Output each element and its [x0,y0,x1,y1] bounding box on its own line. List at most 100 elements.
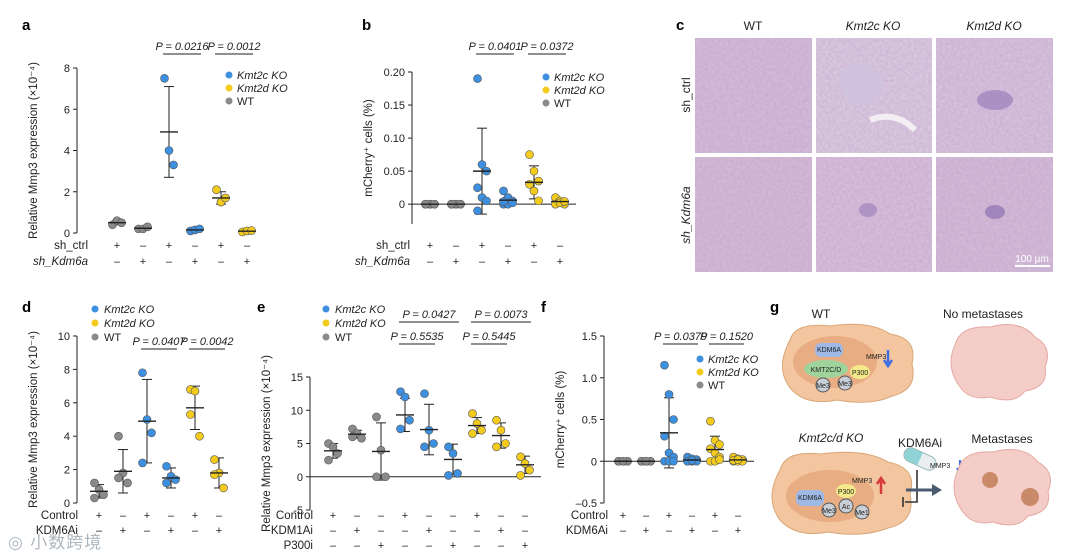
condition-symbol: – [505,240,512,252]
p300-protein [836,484,856,498]
legend-dot-kmt2c [91,305,99,313]
arrow-right-icon [932,484,942,496]
schematic-title-ko: Kmt2c/d KO [799,431,864,445]
y-tick-label: 0 [64,228,70,240]
legend-label-wt: WT [104,332,121,344]
protein-label: KDM6A [798,495,822,502]
condition-symbol: – [144,525,151,537]
condition-symbol: + [192,256,198,268]
panel-label-b: b [362,17,371,34]
condition-symbol: – [402,540,409,552]
metastasis-icon [982,472,998,488]
data-point [195,224,204,234]
y-axis-label: Relative Mmp3 expression (×10⁻⁴) [261,355,273,532]
watermark: ◎ 小数跨境 [8,533,103,553]
chart-e: -5 0 5 10 15 Relative Mmp3 expression (×10⁻⁴)… [261,309,541,552]
data-point [664,390,674,399]
data-point [529,166,539,176]
data-point [468,429,477,438]
condition-symbol: – [330,540,337,552]
condition-symbol: + [666,510,672,522]
legend-dot-kmt2c [225,71,233,79]
condition-symbol: + [426,525,432,537]
condition-symbol: + [450,540,456,552]
condition-symbol: + [427,240,433,252]
data-point [162,478,171,488]
data-point [190,386,200,396]
condition-symbol: – [620,525,627,537]
condition-symbol: + [474,510,480,522]
legend-label-kmt2d: Kmt2d KO [554,85,605,97]
mmp3-inhibit-label: MMP3 [930,463,950,470]
p-value-label: P = 0.0407 [132,336,186,348]
protein-label: Me3 [822,508,836,515]
p-value-label: P = 0.1520 [700,331,754,343]
kdm6a-protein-bottom [796,490,824,506]
legend-dot-kmt2c [322,305,330,313]
legend-dot-wt [91,333,99,341]
y-tick-label: 1.0 [582,373,597,385]
data-point [453,469,462,478]
legend-dot-kmt2d [696,368,704,376]
nucleosome-icon [815,377,831,393]
condition-symbol: + [620,510,626,522]
metastasis-icon [1021,488,1039,506]
nucleosome-icon [837,375,853,391]
nucleosome-icon [838,498,854,514]
legend-dot-wt [542,99,550,107]
legend-e: Kmt2c KO Kmt2d KO WT [322,304,386,344]
condition-symbol: – [120,510,127,522]
data-point [429,439,438,448]
legend-label-kmt2d: Kmt2d KO [708,367,759,379]
histo-col-kmt2c: Kmt2c KO [846,19,901,33]
y-tick-label: 0 [591,456,597,468]
data-point [529,186,539,196]
data-point [516,471,525,480]
condition-symbol: + [505,256,511,268]
condition-symbol: + [166,240,172,252]
histo-row-shkdm6a: sh_Kdm6a [679,186,693,244]
chart-d: 0 2 4 6 8 10 Relative Mmp3 expression (×10⁻⁴) +… [28,331,234,537]
schematic-title-wt: WT [812,307,831,321]
condition-row-label: KDM1Ai [271,525,313,537]
y-tick-label: 5 [297,439,303,451]
condition-symbol: + [96,510,102,522]
data-point [372,472,381,482]
data-point [492,415,501,425]
data-point [468,409,477,418]
y-axis-label: Relative Mmp3 expression (×10⁻⁴) [28,62,40,239]
condition-symbol: – [712,525,719,537]
legend-label-kmt2c: Kmt2c KO [335,304,386,316]
inhibition-line [905,470,918,503]
data-point [516,452,525,462]
kmt2cd-protein [804,360,848,378]
legend-dot-wt [696,381,704,389]
data-point [169,160,178,170]
data-point [195,431,204,441]
p-value-label: P = 0.5535 [390,331,444,343]
data-point [706,416,715,426]
chart-f: –0.5 0 0.5 1.0 1.5 mCherry⁺ cells (%) + – – + + – – +… [555,331,754,537]
y-tick-label: 0 [399,199,405,211]
condition-symbol: + [216,525,222,537]
histo-row-shctrl: sh_ctrl [679,77,693,112]
data-point [114,431,123,441]
data-point [669,456,678,466]
protein-label: MMP3 [866,354,886,361]
histo-image-kmt2c-shkdm6a [816,157,932,272]
condition-symbol: – [114,256,121,268]
data-point [405,415,414,425]
condition-symbol: – [192,525,199,537]
condition-symbol: – [689,510,696,522]
condition-symbol: – [666,525,673,537]
legend-dot-kmt2d [225,84,233,92]
panel-label-c: c [676,17,684,34]
legend-dot-kmt2c [696,355,704,363]
data-point [164,146,174,155]
condition-symbol: – [479,256,486,268]
condition-symbol: – [450,525,457,537]
data-point [444,471,453,480]
data-point [473,74,482,83]
histo-image-kmt2d-shkdm6a: 100 µm [936,157,1053,272]
